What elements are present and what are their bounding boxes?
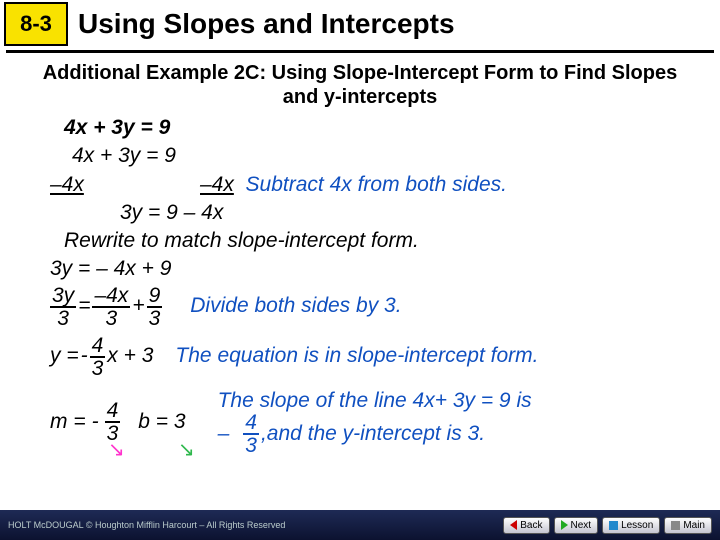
footer: HOLT McDOUGAL © Houghton Mifflin Harcour… — [0, 510, 720, 540]
final-note-b: ,and the y-intercept is 3. — [261, 422, 485, 445]
minus-sign: – — [218, 422, 230, 445]
header: 8-3 Using Slopes and Intercepts — [0, 0, 720, 48]
example-subtitle: Additional Example 2C: Using Slope-Inter… — [40, 61, 680, 109]
main-icon — [671, 521, 680, 530]
frac-neg4x-3: –4x3 — [92, 285, 130, 329]
arrow-green: ↘ — [178, 438, 195, 463]
equals-sign: = — [78, 293, 90, 319]
final-row: m = - 43 b = 3 The slope of the line 4x+… — [50, 389, 680, 456]
y-equals: y = — [50, 343, 79, 369]
m-label: m = — [50, 409, 86, 435]
next-icon — [561, 520, 568, 530]
subtract-right: –4x — [200, 172, 234, 198]
lesson-badge: 8-3 — [4, 2, 68, 46]
main-label: Main — [683, 520, 705, 531]
nav-bar: Back Next Lesson Main — [503, 517, 712, 534]
frac-4-3-final: 43 — [243, 412, 259, 456]
frac-9-3: 93 — [147, 285, 163, 329]
back-button[interactable]: Back — [503, 517, 549, 534]
back-label: Back — [520, 520, 542, 531]
frac-4-3-a: 43 — [90, 335, 106, 379]
step-rewritten: 3y = – 4x + 9 — [50, 256, 680, 282]
back-icon — [510, 520, 517, 530]
slope-int-note: The equation is in slope-intercept form. — [175, 343, 538, 369]
final-note-a: The slope of the line 4x+ 3y = 9 is — [218, 389, 532, 412]
subtract-left: –4x — [50, 172, 200, 198]
rewrite-note: Rewrite to match slope-intercept form. — [64, 228, 680, 254]
subtract-row: –4x –4x Subtract 4x from both sides. — [50, 172, 680, 198]
arrow-pink: ↘ — [108, 438, 125, 463]
divide-note: Divide both sides by 3. — [190, 293, 401, 319]
b-label: b = 3 — [138, 409, 185, 435]
header-divider — [6, 50, 714, 53]
equation-original-bold: 4x + 3y = 9 — [64, 115, 680, 141]
next-button[interactable]: Next — [554, 517, 599, 534]
x-plus-3: x + 3 — [107, 343, 153, 369]
next-label: Next — [571, 520, 592, 531]
frac-3y-3: 3y3 — [50, 285, 76, 329]
plus-sign: + — [132, 293, 144, 319]
equation-original: 4x + 3y = 9 — [72, 143, 680, 169]
main-button[interactable]: Main — [664, 517, 712, 534]
lesson-label: Lesson — [621, 520, 653, 531]
lesson-icon — [609, 521, 618, 530]
lesson-title: Using Slopes and Intercepts — [78, 8, 455, 40]
slope-int-row: y = - 43 x + 3 The equation is in slope-… — [50, 335, 680, 379]
content-area: 4x + 3y = 9 4x + 3y = 9 –4x –4x Subtract… — [0, 115, 720, 456]
step-3y: 3y = 9 – 4x — [120, 200, 680, 226]
lesson-button[interactable]: Lesson — [602, 517, 660, 534]
divide-row: 3y3 = –4x3 + 93 Divide both sides by 3. — [50, 285, 680, 329]
copyright-text: HOLT McDOUGAL © Houghton Mifflin Harcour… — [8, 520, 285, 530]
subtract-note: Subtract 4x from both sides. — [246, 172, 507, 198]
